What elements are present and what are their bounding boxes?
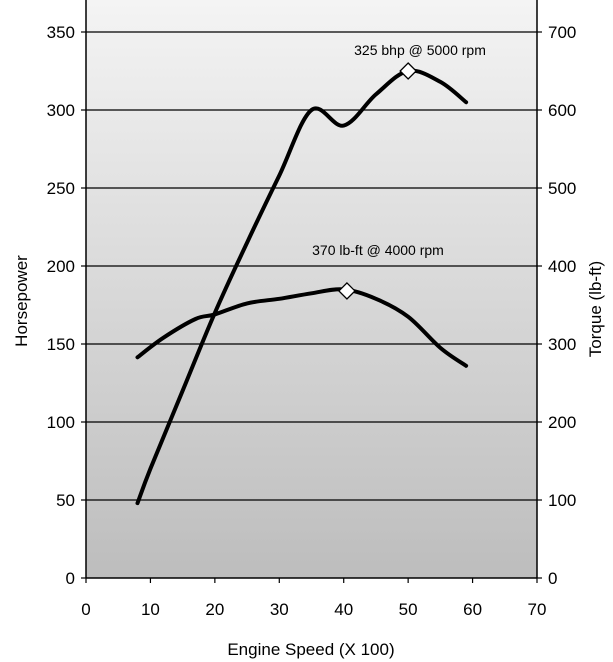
y-tick-label: 150 — [47, 335, 75, 354]
peak-label-horsepower: 325 bhp @ 5000 rpm — [354, 42, 486, 58]
y-tick-label: 350 — [47, 23, 75, 42]
y2-tick-label: 400 — [548, 257, 576, 276]
x-tick-label: 70 — [528, 600, 547, 619]
x-tick-label: 0 — [81, 600, 90, 619]
x-axis-label: Engine Speed (X 100) — [227, 640, 394, 659]
y-tick-label: 0 — [66, 569, 75, 588]
x-tick-label: 30 — [270, 600, 289, 619]
y2-tick-label: 200 — [548, 413, 576, 432]
x-tick-label: 20 — [205, 600, 224, 619]
y2-tick-label: 0 — [548, 569, 557, 588]
x-tick-label: 60 — [463, 600, 482, 619]
y2-tick-label: 300 — [548, 335, 576, 354]
torque-peak-marker — [338, 282, 356, 300]
y-tick-label: 300 — [47, 101, 75, 120]
y-tick-label: 50 — [56, 491, 75, 510]
x-tick-label: 40 — [334, 600, 353, 619]
y-tick-label: 100 — [47, 413, 75, 432]
plot-background — [86, 0, 537, 578]
y2-tick-label: 500 — [548, 179, 576, 198]
axis-ticks: 0501001502002503003500100200300400500600… — [47, 23, 577, 619]
horsepower-peak-marker — [399, 62, 418, 80]
y2-tick-label: 600 — [548, 101, 576, 120]
y-axis-label: Horsepower — [12, 255, 31, 347]
y2-tick-label: 100 — [548, 491, 576, 510]
y2-tick-label: 700 — [548, 23, 576, 42]
y-tick-label: 200 — [47, 257, 75, 276]
x-tick-label: 50 — [399, 600, 418, 619]
torque-line — [135, 287, 469, 368]
peak-markers — [338, 62, 418, 300]
y-tick-label: 250 — [47, 179, 75, 198]
peak-label-torque: 370 lb-ft @ 4000 rpm — [312, 242, 444, 258]
x-tick-label: 10 — [141, 600, 160, 619]
y2-axis-label: Torque (lb-ft) — [586, 261, 605, 357]
